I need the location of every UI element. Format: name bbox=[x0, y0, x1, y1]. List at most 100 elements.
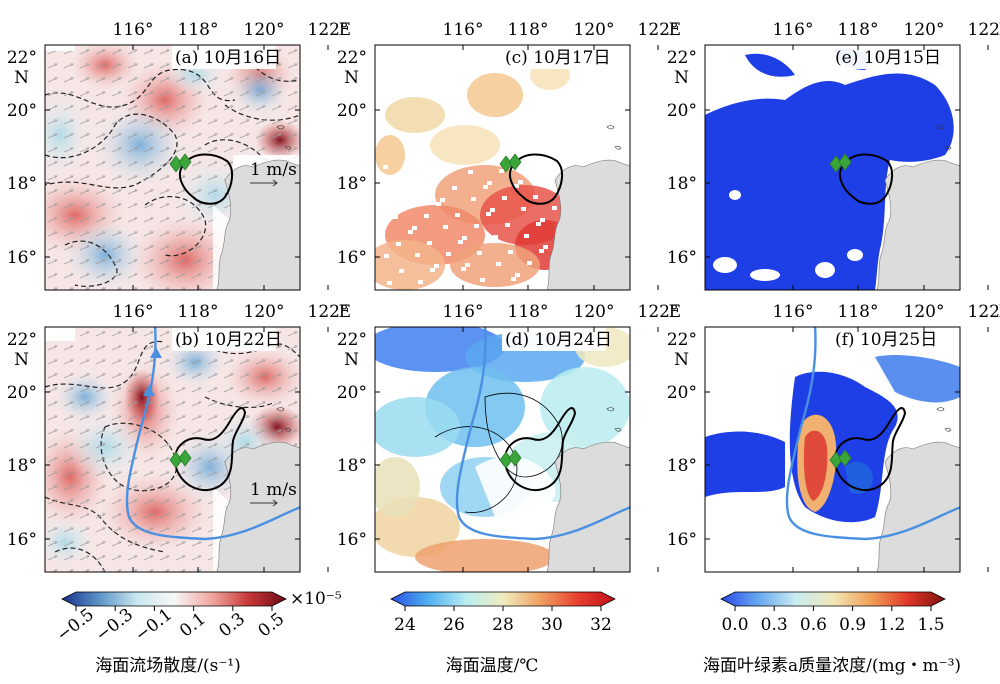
lat-tick-label: 20° bbox=[337, 101, 367, 121]
lat-tick-label: 22° bbox=[667, 330, 697, 350]
lat-tick-label: 16° bbox=[7, 248, 37, 268]
panel-title: (d) 10月24日 bbox=[505, 330, 612, 350]
colorbar-tick-label: −0.3 bbox=[92, 605, 137, 646]
panel-title: (e) 10月15日 bbox=[835, 48, 941, 68]
land bbox=[546, 159, 630, 290]
study-region-outline bbox=[833, 407, 907, 491]
panel-frame bbox=[704, 326, 961, 573]
lat-tick-label: 20° bbox=[667, 101, 697, 121]
lon-tick-label: 120° bbox=[904, 20, 945, 40]
panel-frame bbox=[374, 326, 631, 573]
lat-suffix: N bbox=[14, 350, 29, 370]
station-marker bbox=[178, 153, 192, 171]
lon-tick-label: 122° bbox=[638, 20, 679, 40]
lon-tick-label: 122° bbox=[968, 302, 1000, 322]
colorbar-tick-label: 0.6 bbox=[800, 615, 827, 635]
lon-tick-label: 120° bbox=[904, 302, 945, 322]
lon-tick-label: 120° bbox=[244, 20, 285, 40]
lon-tick-label: 116° bbox=[113, 302, 154, 322]
colorbar-tick-label: −0.1 bbox=[131, 605, 176, 646]
track-arrow-icon bbox=[143, 385, 155, 396]
lat-suffix: N bbox=[344, 68, 359, 88]
panel-title: (f) 10月25日 bbox=[835, 330, 937, 350]
lat-tick-label: 22° bbox=[667, 48, 697, 68]
lon-tick-label: 118° bbox=[178, 20, 219, 40]
panel-frame bbox=[44, 44, 301, 291]
lat-tick-label: 18° bbox=[667, 456, 697, 476]
study-region-outline bbox=[503, 407, 577, 491]
lon-suffix: E bbox=[669, 20, 681, 40]
lat-tick-label: 16° bbox=[7, 530, 37, 550]
lat-tick-label: 18° bbox=[667, 174, 697, 194]
station-marker bbox=[508, 153, 522, 171]
station-marker bbox=[838, 153, 852, 171]
lon-tick-label: 118° bbox=[508, 20, 549, 40]
lon-tick-label: 116° bbox=[443, 20, 484, 40]
panel-frame bbox=[704, 44, 961, 291]
lon-tick-label: 122° bbox=[968, 20, 1000, 40]
lat-tick-label: 18° bbox=[7, 456, 37, 476]
lat-tick-label: 22° bbox=[337, 330, 367, 350]
land bbox=[876, 159, 960, 290]
lon-suffix: E bbox=[999, 20, 1000, 40]
station-marker bbox=[838, 449, 852, 467]
lat-tick-label: 16° bbox=[337, 248, 367, 268]
typhoon-track bbox=[455, 327, 630, 541]
lon-tick-label: 122° bbox=[308, 20, 349, 40]
lat-tick-label: 18° bbox=[337, 174, 367, 194]
lon-tick-label: 116° bbox=[443, 302, 484, 322]
lon-suffix: E bbox=[669, 302, 681, 322]
track-arrow-icon bbox=[150, 347, 162, 358]
colorbar-tick-label: 0.3 bbox=[215, 609, 249, 641]
colorbar-tick-label: 0.0 bbox=[721, 615, 748, 635]
colorbar-tick-label: 0.1 bbox=[176, 609, 210, 641]
lat-tick-label: 18° bbox=[337, 456, 367, 476]
panel-title: (a) 10月16日 bbox=[175, 48, 281, 68]
lon-tick-label: 122° bbox=[638, 302, 679, 322]
colorbar-tick-label: 28 bbox=[492, 615, 514, 635]
lon-tick-label: 116° bbox=[113, 20, 154, 40]
lat-tick-label: 22° bbox=[7, 330, 37, 350]
panel-b: 1 m/s (b) 10月22日 116° 118° 120° 122°E 22° 20° 18… bbox=[7, 302, 351, 573]
lon-suffix: E bbox=[339, 20, 351, 40]
panel-frame bbox=[374, 44, 631, 291]
land bbox=[546, 441, 630, 572]
colorbar-caption-divergence: 海面流场散度/(s⁻¹) bbox=[95, 656, 241, 676]
lat-tick-label: 20° bbox=[7, 383, 37, 403]
vector-scale-label: 1 m/s bbox=[250, 480, 297, 500]
panel-frame bbox=[44, 326, 301, 573]
study-region-outline bbox=[179, 153, 233, 205]
colorbar-tick-label: 24 bbox=[394, 615, 416, 635]
lon-tick-label: 116° bbox=[773, 302, 814, 322]
colorbar-tick-label: 30 bbox=[541, 615, 563, 635]
colorbar-tick-label: 26 bbox=[443, 615, 465, 635]
lat-tick-label: 20° bbox=[337, 383, 367, 403]
colorbar-tick-label: 0.3 bbox=[761, 615, 788, 635]
colorbar-caption-sst: 海面温度/℃ bbox=[445, 656, 539, 676]
colorbar-divergence: −0.5−0.3−0.1 0.1 0.3 0.5×10⁻⁵ bbox=[53, 589, 342, 646]
lon-tick-label: 118° bbox=[508, 302, 549, 322]
colorbar-tick-label: 0.9 bbox=[839, 615, 866, 635]
lon-suffix: E bbox=[339, 302, 351, 322]
lon-tick-label: 122° bbox=[308, 302, 349, 322]
lon-tick-label: 120° bbox=[244, 302, 285, 322]
lon-tick-label: 120° bbox=[574, 302, 615, 322]
colorbar-tick-label: 0.5 bbox=[255, 609, 289, 641]
lon-tick-label: 118° bbox=[838, 302, 879, 322]
land bbox=[876, 441, 960, 572]
panel-title: (b) 10月22日 bbox=[175, 330, 282, 350]
lat-tick-label: 22° bbox=[337, 48, 367, 68]
colorbar-multiplier: ×10⁻⁵ bbox=[290, 589, 342, 609]
colorbar-caption-chl: 海面叶绿素a质量浓度/(mg・m⁻³) bbox=[702, 656, 962, 676]
lat-suffix: N bbox=[674, 68, 689, 88]
study-region-outline bbox=[839, 153, 893, 205]
land bbox=[216, 159, 300, 290]
lon-tick-label: 118° bbox=[178, 302, 219, 322]
lon-tick-label: 120° bbox=[574, 20, 615, 40]
lat-tick-label: 16° bbox=[337, 530, 367, 550]
